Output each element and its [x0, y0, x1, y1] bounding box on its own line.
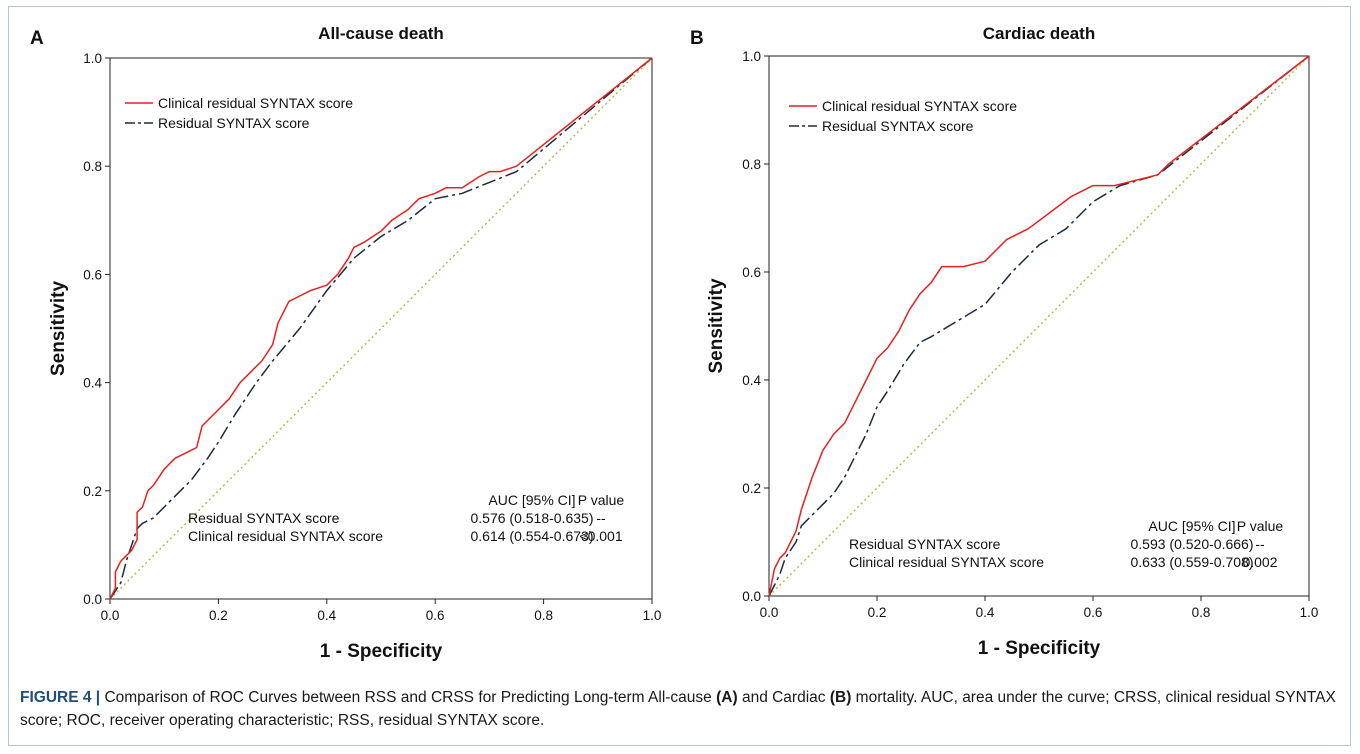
panel-b-legend-label: Clinical residual SYNTAX score	[822, 98, 1017, 114]
panel-b-y-tick-label: 0.4	[742, 373, 761, 388]
panel-a-x-tick-label: 0.8	[534, 608, 553, 623]
panel-a-stats-row-auc: 0.614 (0.554-0.673)	[471, 528, 594, 544]
panel-b-stats-row-auc: 0.633 (0.559-0.708)	[1131, 554, 1254, 570]
panel-b-x-tick-label: 0.4	[976, 605, 995, 620]
panel-a-stats-row-label: Residual SYNTAX score	[188, 510, 340, 526]
panel-a-x-tick-label: 0.0	[101, 608, 120, 623]
panel-a-y-tick-label: 0.8	[83, 159, 102, 174]
panel-a-stats-row-p: <0.001	[579, 528, 622, 544]
panel-b-stats-row-label: Residual SYNTAX score	[849, 536, 1001, 552]
panel-a-y-tick-label: 0.2	[83, 484, 102, 499]
panel-a-series-crss-line	[109, 57, 653, 600]
caption-bold-a: (A)	[716, 689, 738, 706]
figure-caption: FIGURE 4 | Comparison of ROC Curves betw…	[20, 686, 1340, 732]
panel-b-series-rss-line	[768, 55, 1310, 597]
panel-b-x-tick-label: 0.2	[868, 605, 887, 620]
panel-b-y-tick-label: 0.6	[742, 265, 761, 280]
panel-b-x-tick-label: 0.6	[1084, 605, 1103, 620]
panel-a-x-tick-label: 0.2	[209, 608, 228, 623]
panel-a-y-tick-label: 0.4	[83, 376, 102, 391]
panel-a-x-tick-label: 0.6	[426, 608, 445, 623]
panel-a-letter: A	[30, 28, 44, 49]
panel-b-y-tick-label: 0.8	[742, 157, 761, 172]
panel-a-y-tick-label: 1.0	[83, 51, 102, 66]
panel-b-reference-line	[768, 55, 1310, 597]
panel-a-stats-row-p: --	[596, 510, 606, 526]
caption-text-3: mortality. AUC, area under the curve; CR…	[20, 689, 1336, 729]
panel-a-y-tick-label: 0.0	[83, 592, 102, 607]
panel-a-y-axis-title: Sensitivity	[48, 281, 69, 376]
panel-b-x-tick-label: 1.0	[1300, 605, 1319, 620]
panel-b-stats-row-auc: 0.593 (0.520-0.666)	[1131, 536, 1254, 552]
panel-a-y-tick-label: 0.6	[83, 267, 102, 282]
panel-b-y-tick-label: 0.2	[742, 481, 761, 496]
panel-b-y-tick-label: 0.0	[742, 589, 761, 604]
caption-text-1: Comparison of ROC Curves between RSS and…	[100, 689, 717, 706]
panel-a-stats-header-p: P value	[578, 492, 625, 508]
caption-bold-b: (B)	[829, 689, 852, 706]
panel-b-stats-header-p: P value	[1237, 518, 1284, 534]
panel-b-stats-row-label: Clinical residual SYNTAX score	[849, 554, 1044, 570]
panel-b-title: Cardiac death	[983, 24, 1095, 43]
panel-a-stats-row-label: Clinical residual SYNTAX score	[188, 528, 383, 544]
panel-b-x-tick-label: 0.0	[760, 605, 779, 620]
panel-b-plot-area	[768, 55, 1310, 597]
panel-b-stats-row-p: 0.002	[1242, 554, 1277, 570]
panel-b-x-tick-label: 0.8	[1192, 605, 1211, 620]
panel-b-stats-row-p: --	[1255, 536, 1265, 552]
panel-a-plot-area	[109, 57, 653, 600]
panel-b-y-axis-title: Sensitivity	[706, 278, 727, 373]
panel-a-title: All-cause death	[318, 24, 444, 43]
panel-a-stats-header-auc: AUC [95% CI]	[488, 492, 575, 508]
panel-a-legend-label: Residual SYNTAX score	[158, 115, 310, 131]
panel-b-letter: B	[690, 28, 704, 49]
panel-b-y-tick-label: 1.0	[742, 49, 761, 64]
panel-a-x-tick-label: 0.4	[317, 608, 336, 623]
panel-b-stats-header-auc: AUC [95% CI]	[1148, 518, 1235, 534]
panel-a-x-tick-label: 1.0	[643, 608, 662, 623]
caption-label: FIGURE 4 |	[20, 689, 101, 706]
panel-a-x-axis-title: 1 - Specificity	[320, 641, 443, 662]
panel-b-x-axis-title: 1 - Specificity	[978, 638, 1101, 659]
panel-b-series-crss-line	[768, 55, 1310, 597]
panel-b-legend-label: Residual SYNTAX score	[822, 118, 974, 134]
caption-text-2: and Cardiac	[737, 689, 830, 706]
panel-a-legend-label: Clinical residual SYNTAX score	[158, 95, 353, 111]
figure-frame	[8, 6, 1351, 746]
panel-a-stats-row-auc: 0.576 (0.518-0.635)	[471, 510, 594, 526]
